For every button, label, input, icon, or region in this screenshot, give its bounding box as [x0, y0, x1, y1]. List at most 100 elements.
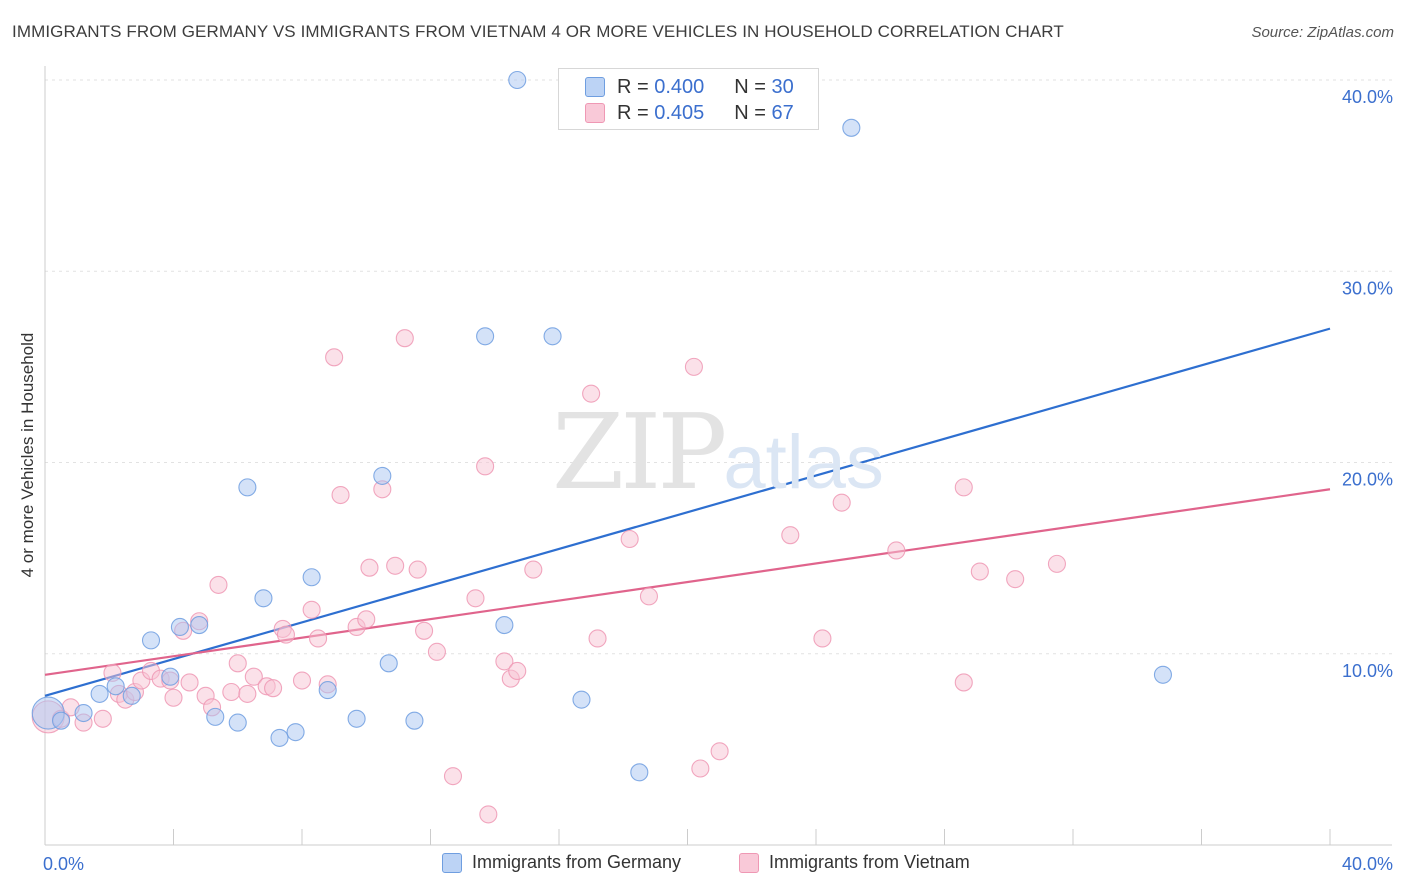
point-germany — [286, 723, 305, 742]
point-vietnam — [228, 654, 247, 673]
point-germany — [228, 713, 247, 732]
point-vietnam — [331, 485, 350, 505]
point-germany — [74, 703, 93, 723]
point-vietnam — [524, 560, 543, 579]
point-germany — [495, 616, 514, 635]
point-germany — [141, 631, 161, 650]
point-vietnam — [639, 587, 659, 606]
trend-lines — [44, 327, 1331, 697]
correlation-stats-box: R = 0.400 N = 30 R = 0.405 N = 67 — [558, 68, 819, 130]
point-germany — [190, 616, 209, 635]
stats-r-label: R = — [617, 75, 649, 98]
point-vietnam — [954, 478, 973, 497]
point-germany — [379, 654, 398, 673]
point-germany — [630, 763, 649, 782]
point-vietnam — [466, 589, 485, 608]
source-label: Source: ZipAtlas.com — [1251, 24, 1394, 41]
point-vietnam — [970, 562, 989, 581]
point-vietnam — [710, 742, 729, 761]
point-germany — [572, 690, 591, 709]
point-vietnam — [813, 629, 832, 648]
point-vietnam — [302, 600, 321, 619]
stats-row-germany: R = 0.400 N = 30 — [585, 74, 794, 100]
legend-item-germany[interactable]: Immigrants from Germany — [442, 852, 681, 873]
stats-swatch-germany — [585, 77, 605, 97]
point-vietnam — [360, 558, 379, 577]
point-vietnam — [832, 493, 851, 512]
point-vietnam — [238, 684, 257, 703]
point-vietnam — [887, 541, 906, 560]
stats-r-value: 0.400 — [654, 75, 705, 98]
trend-line-germany — [44, 327, 1331, 697]
point-vietnam — [691, 759, 710, 778]
legend-item-vietnam[interactable]: Immigrants from Vietnam — [739, 852, 970, 873]
point-vietnam — [408, 560, 427, 579]
y-tick-label-3: 40.0% — [1342, 87, 1393, 107]
y-tick-label-1: 20.0% — [1342, 470, 1393, 490]
legend-label-germany: Immigrants from Germany — [472, 852, 682, 872]
point-vietnam — [292, 671, 312, 690]
point-vietnam — [395, 329, 414, 348]
point-vietnam — [180, 673, 199, 692]
point-germany — [842, 118, 861, 137]
point-germany — [270, 728, 289, 747]
point-vietnam — [309, 629, 328, 648]
point-vietnam — [222, 682, 241, 702]
y-axis-label: 4 or more Vehicles in Household — [18, 332, 37, 578]
chart-title: IMMIGRANTS FROM GERMANY VS IMMIGRANTS FR… — [12, 22, 1064, 41]
x-tick-label-1: 40.0% — [1342, 854, 1393, 874]
point-vietnam — [93, 709, 112, 728]
point-germany — [161, 667, 180, 686]
y-tick-label-0: 10.0% — [1342, 661, 1393, 681]
point-germany — [90, 684, 109, 703]
point-germany — [254, 589, 273, 608]
point-germany — [476, 327, 495, 346]
grid-lines — [45, 79, 1392, 655]
point-vietnam — [357, 610, 376, 629]
axes — [44, 66, 1392, 846]
point-germany — [508, 70, 527, 90]
point-vietnam — [427, 642, 446, 661]
point-vietnam — [386, 556, 405, 575]
point-vietnam — [264, 679, 283, 698]
point-germany — [318, 681, 337, 700]
point-vietnam — [415, 621, 434, 640]
point-vietnam — [164, 688, 183, 707]
stats-swatch-vietnam — [585, 103, 605, 123]
tick-labels: 10.0% 20.0% 30.0% 40.0% 0.0% 40.0% — [43, 87, 1393, 874]
point-vietnam — [209, 575, 228, 594]
point-vietnam — [276, 625, 295, 644]
trend-line-vietnam — [44, 488, 1331, 676]
series-germany-points — [31, 70, 1172, 782]
point-germany — [347, 709, 366, 728]
point-germany — [405, 711, 424, 730]
point-vietnam — [443, 767, 463, 786]
point-vietnam — [588, 629, 607, 648]
point-germany — [543, 327, 562, 346]
stats-n-value: 30 — [771, 75, 794, 98]
series-vietnam-points — [31, 329, 1066, 824]
point-vietnam — [1006, 570, 1025, 589]
point-vietnam — [954, 673, 973, 692]
point-germany — [206, 707, 225, 726]
stats-n-label: N = — [734, 75, 766, 98]
point-vietnam — [1047, 554, 1066, 573]
legend-label-vietnam: Immigrants from Vietnam — [769, 852, 970, 872]
point-vietnam — [620, 529, 639, 549]
point-germany — [238, 478, 257, 497]
point-vietnam — [508, 661, 527, 681]
stats-r-value: 0.405 — [654, 101, 705, 124]
point-vietnam — [495, 652, 514, 671]
point-germany — [1153, 665, 1172, 684]
point-vietnam — [684, 357, 703, 376]
x-tick-label-0: 0.0% — [43, 854, 84, 874]
point-germany — [106, 677, 125, 696]
point-vietnam — [325, 348, 344, 367]
point-germany — [122, 686, 141, 705]
point-germany — [52, 711, 71, 730]
y-tick-label-2: 30.0% — [1342, 278, 1393, 298]
stats-n-label: N = — [734, 101, 766, 124]
point-germany — [373, 466, 392, 485]
point-germany — [170, 617, 189, 637]
stats-row-vietnam: R = 0.405 N = 67 — [585, 100, 794, 126]
